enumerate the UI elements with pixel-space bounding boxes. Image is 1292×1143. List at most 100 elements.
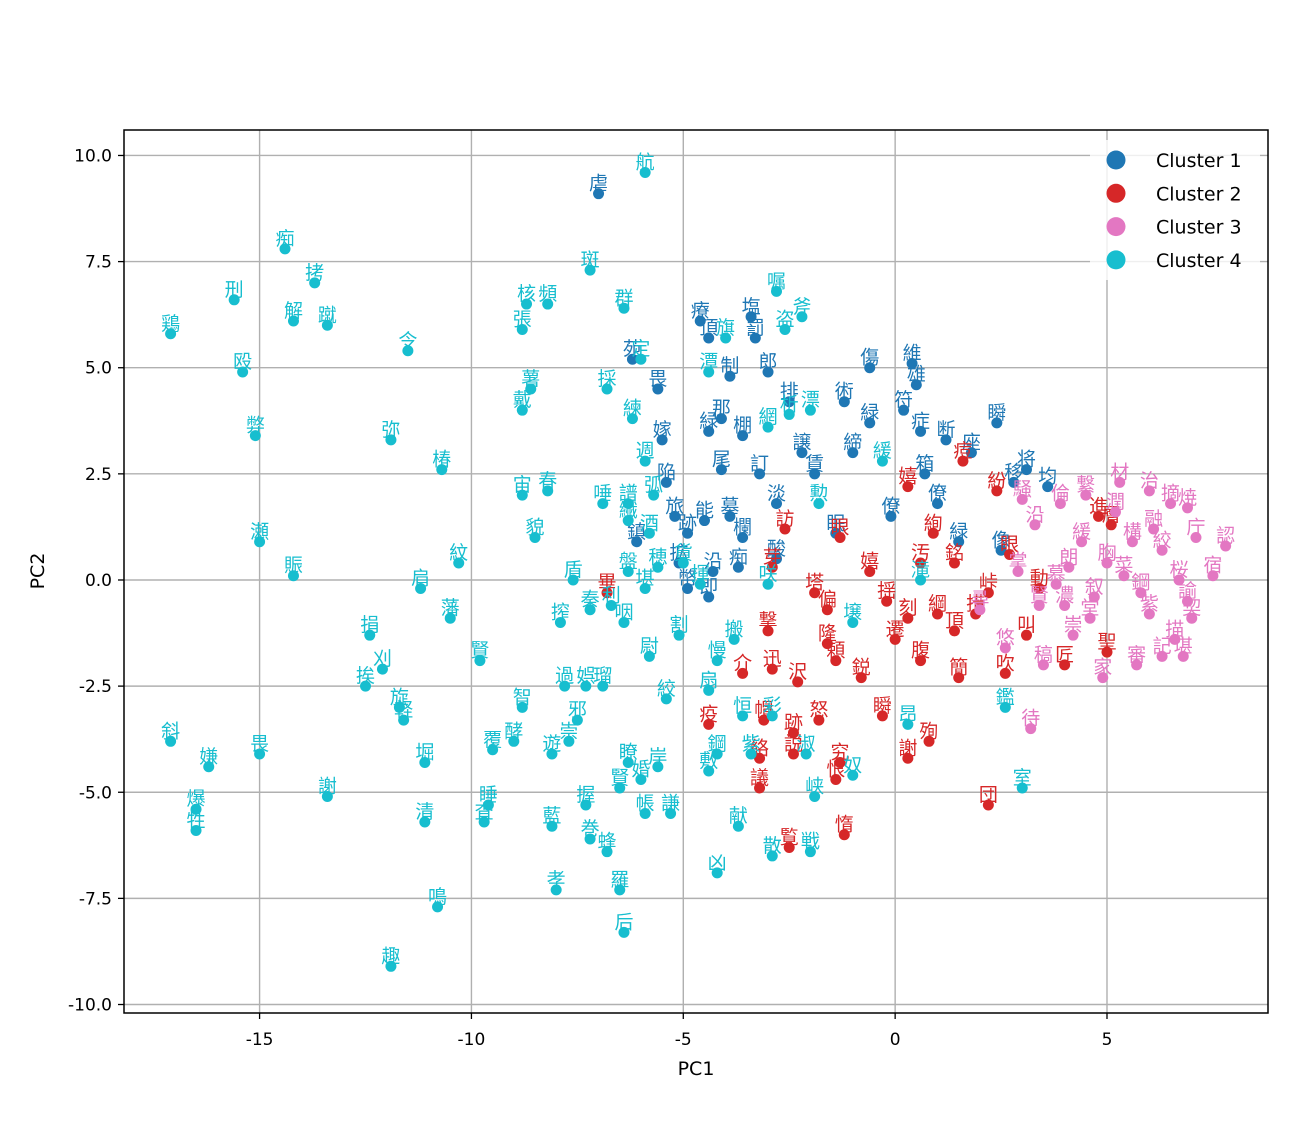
data-point <box>419 816 431 828</box>
legend: Cluster 1 Cluster 2 Cluster 3 Cluster 4 <box>1090 140 1260 280</box>
point-label: 核 <box>517 283 536 305</box>
data-point <box>525 383 537 395</box>
point-label: 貨 <box>674 542 693 564</box>
point-label: 症 <box>911 410 930 432</box>
legend-label: Cluster 3 <box>1156 217 1242 239</box>
point-label: 審 <box>1127 644 1146 666</box>
legend-label: Cluster 2 <box>1156 183 1242 205</box>
point-label: 散 <box>763 835 782 857</box>
point-label: 淡 <box>767 483 786 505</box>
point-label: 峡 <box>805 775 824 797</box>
point-label: 巻 <box>581 818 600 840</box>
point-label: 治 <box>1140 470 1159 492</box>
point-label: 畏 <box>250 733 269 755</box>
point-label: 眼 <box>1000 534 1019 556</box>
data-point <box>614 884 626 896</box>
data-point <box>631 536 643 548</box>
data-point <box>635 353 647 365</box>
data-point <box>453 557 465 569</box>
point-label: 宙 <box>513 474 532 496</box>
point-label: 群 <box>614 287 633 309</box>
data-point <box>626 413 638 425</box>
point-label: 椿 <box>432 449 451 471</box>
point-label: 療 <box>691 300 710 322</box>
point-label: 鶏 <box>161 313 180 335</box>
point-label: 峠 <box>979 572 998 594</box>
data-point <box>648 489 660 501</box>
point-label: 酒 <box>640 512 659 534</box>
point-label: 欄 <box>733 517 752 539</box>
y-tick-label: -2.5 <box>79 677 112 697</box>
point-label: 謙 <box>661 792 680 814</box>
data-point <box>614 782 626 794</box>
point-label: 週 <box>636 440 655 462</box>
data-point <box>898 404 910 416</box>
point-label: 旗 <box>716 317 735 339</box>
point-label: 割 <box>670 614 689 636</box>
data-point <box>864 417 876 429</box>
point-label: 眼 <box>831 517 850 539</box>
data-point <box>542 485 554 497</box>
x-axis-label: PC1 <box>678 1058 715 1080</box>
point-label: 扇 <box>699 669 718 691</box>
data-point <box>953 672 965 684</box>
data-point <box>745 311 757 323</box>
point-label: 岸 <box>648 746 667 768</box>
data-point <box>165 328 177 340</box>
data-point <box>669 510 681 522</box>
data-point <box>766 850 778 862</box>
point-label: 賢 <box>610 767 629 789</box>
data-point <box>618 926 630 938</box>
point-label: 芽 <box>763 546 782 568</box>
point-label: 尋 <box>970 589 989 611</box>
data-point <box>787 748 799 760</box>
point-label: 陥 <box>657 461 676 483</box>
data-point <box>1101 646 1113 658</box>
data-point <box>516 701 528 713</box>
point-label: 堀 <box>415 742 434 764</box>
data-point <box>419 757 431 769</box>
data-point <box>376 663 388 675</box>
point-label: 旋 <box>390 686 409 708</box>
data-point <box>364 629 376 641</box>
point-label: 騒 <box>1013 478 1032 500</box>
data-point <box>516 404 528 416</box>
point-label: 制 <box>720 355 739 377</box>
point-label: 春 <box>538 470 557 492</box>
data-point <box>813 714 825 726</box>
data-point <box>855 672 867 684</box>
data-point <box>771 498 783 510</box>
data-point <box>1042 481 1054 493</box>
point-label: 覆 <box>483 729 502 751</box>
point-label: 壌 <box>843 601 862 623</box>
data-point <box>584 833 596 845</box>
point-label: 胸 <box>1097 542 1116 564</box>
point-label: 凶 <box>708 852 727 874</box>
point-label: 揮 <box>691 563 710 585</box>
point-label: 断 <box>936 419 955 441</box>
point-label: 座 <box>962 432 981 454</box>
point-label: 揺 <box>877 580 896 602</box>
data-point <box>618 302 630 314</box>
point-label: 頼 <box>826 640 845 662</box>
data-point <box>593 188 605 200</box>
point-label: 智 <box>513 686 532 708</box>
point-label: 尉 <box>640 635 659 657</box>
data-point <box>1220 540 1232 552</box>
point-label: 痘 <box>953 440 972 462</box>
data-point <box>584 604 596 616</box>
point-label: 融 <box>1144 508 1163 530</box>
point-label: 崇 <box>1064 614 1083 636</box>
point-label: 材 <box>1110 461 1129 483</box>
point-label: 航 <box>636 151 655 173</box>
point-label: 恨 <box>826 759 845 781</box>
data-point <box>1037 659 1049 671</box>
data-point <box>737 532 749 544</box>
point-label: 斧 <box>792 296 811 318</box>
data-point <box>665 807 677 819</box>
point-label: 奴 <box>843 754 862 776</box>
point-label: 朗 <box>1059 546 1078 568</box>
point-label: 嫁 <box>653 419 672 441</box>
point-label: 薯 <box>521 368 540 390</box>
point-label: 練 <box>623 398 642 420</box>
